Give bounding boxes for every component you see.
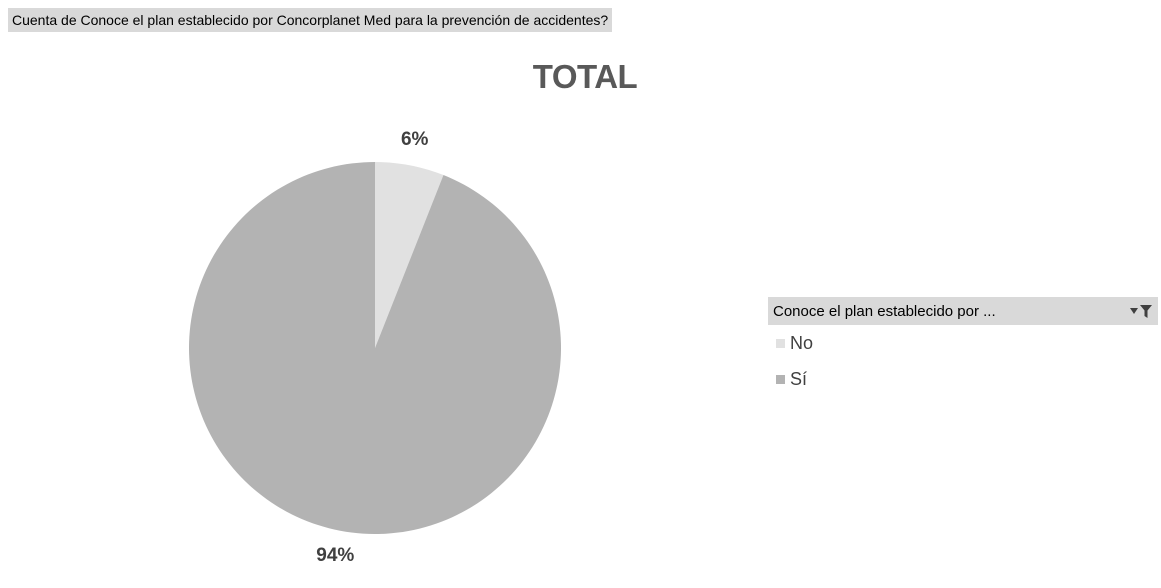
chevron-down-icon — [1130, 308, 1138, 314]
legend-item: Sí — [768, 361, 1158, 397]
legend-label: Sí — [790, 368, 808, 389]
filter-icon — [1140, 304, 1152, 318]
pie-slice-no — [375, 162, 444, 348]
chart-title: TOTAL — [532, 58, 638, 95]
legend-label: No — [790, 332, 814, 353]
data-label-no: 6% — [400, 128, 429, 150]
dropdown-filter-icon[interactable] — [1130, 304, 1152, 318]
legend-swatch — [776, 338, 785, 348]
legend-field-label: Conoce el plan establecido por ... — [773, 302, 996, 320]
legend-swatch — [776, 374, 785, 384]
legend-items: No Sí — [768, 325, 1158, 397]
legend-field-button[interactable]: Conoce el plan establecido por ... — [768, 297, 1158, 325]
pivot-value-field-label: Cuenta de Conoce el plan establecido por… — [12, 12, 609, 28]
data-label-s-: 94% — [316, 545, 355, 567]
pivot-value-field-button[interactable]: Cuenta de Conoce el plan establecido por… — [8, 8, 613, 32]
legend-item: No — [768, 325, 1158, 361]
legend: Conoce el plan establecido por ... No Sí — [768, 297, 1158, 397]
pie-slice-s- — [189, 162, 562, 535]
